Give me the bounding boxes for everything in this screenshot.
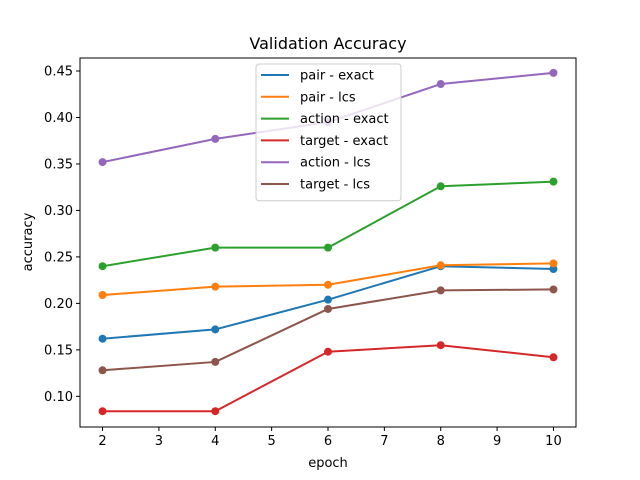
data-point — [549, 264, 558, 273]
legend-item: pair - exact — [261, 69, 374, 84]
chart-title: Validation Accuracy — [249, 34, 406, 53]
data-point — [211, 282, 220, 291]
data-point — [436, 80, 445, 89]
data-point — [98, 334, 107, 343]
y-tick-label: 0.30 — [44, 204, 73, 219]
data-point — [98, 291, 107, 300]
y-tick-label: 0.35 — [44, 157, 73, 172]
data-point — [549, 177, 558, 186]
y-tick-label: 0.15 — [44, 343, 73, 358]
data-point — [549, 259, 558, 268]
legend-box — [255, 63, 402, 202]
legend-item: pair - lcs — [261, 90, 356, 105]
y-tick-label: 0.10 — [44, 390, 73, 405]
x-tick-label: 5 — [267, 434, 275, 449]
data-point — [211, 357, 220, 366]
series-action-exact — [98, 177, 558, 271]
data-point — [324, 280, 332, 289]
data-point — [436, 341, 445, 350]
data-point — [436, 286, 445, 295]
data-point — [324, 347, 332, 356]
legend: pair - exact pair - lcs action - exact targ… — [255, 63, 402, 202]
data-point — [211, 243, 220, 252]
data-point — [98, 366, 107, 375]
y-tick-label: 0.45 — [44, 65, 73, 80]
y-tick-label: 0.40 — [44, 111, 73, 126]
series-target-lcs — [98, 285, 558, 375]
series-target-exact — [98, 341, 558, 416]
legend-label: pair - exact — [300, 69, 374, 84]
data-point — [211, 325, 220, 334]
x-tick-label: 9 — [493, 434, 501, 449]
x-tick-label: 8 — [437, 434, 445, 449]
data-point — [549, 285, 558, 294]
legend-label: action - lcs — [300, 156, 371, 171]
series-pair-exact — [98, 262, 558, 343]
data-point — [98, 262, 107, 271]
data-point — [324, 295, 332, 304]
data-point — [211, 407, 220, 416]
legend-label: pair - lcs — [300, 90, 356, 105]
y-axis-label: accuracy — [21, 212, 36, 271]
data-point — [98, 407, 107, 416]
x-tick-label: 3 — [155, 434, 163, 449]
data-point — [324, 243, 332, 252]
x-axis-label: epoch — [308, 456, 348, 471]
data-point — [98, 158, 107, 167]
legend-item: action - lcs — [261, 156, 371, 171]
x-tick-label: 10 — [545, 434, 562, 449]
legend-label: target - lcs — [300, 178, 370, 193]
x-axis: 2 3 4 5 6 7 8 9 10 — [98, 427, 562, 449]
data-point — [324, 304, 332, 313]
series-pair-lcs — [98, 259, 558, 300]
data-point — [211, 134, 220, 143]
legend-label: action - exact — [300, 112, 389, 127]
x-tick-label: 6 — [324, 434, 332, 449]
x-tick-label: 7 — [380, 434, 388, 449]
x-tick-label: 2 — [98, 434, 106, 449]
legend-item: target - exact — [261, 134, 388, 149]
y-axis: 0.10 0.15 0.20 0.25 0.30 0.35 0.40 0.45 — [44, 65, 80, 405]
data-point — [436, 182, 445, 191]
data-point — [436, 261, 445, 270]
x-tick-label: 4 — [211, 434, 219, 449]
y-tick-label: 0.20 — [44, 297, 73, 312]
data-point — [549, 353, 558, 362]
y-tick-label: 0.25 — [44, 250, 73, 265]
legend-label: target - exact — [300, 134, 388, 149]
data-point — [549, 68, 558, 77]
legend-item: target - lcs — [261, 178, 370, 193]
legend-item: action - exact — [261, 112, 389, 127]
